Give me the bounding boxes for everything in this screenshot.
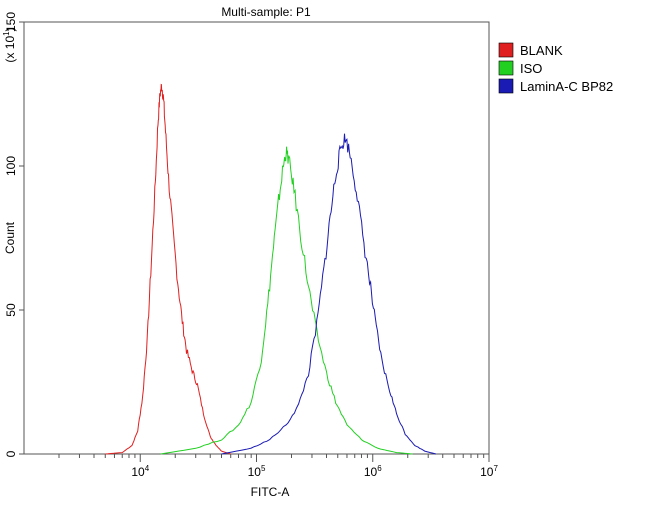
plot-frame	[23, 21, 490, 455]
y-tick-label: 100	[4, 156, 18, 176]
y-multiplier-suffix: )	[3, 27, 17, 31]
x-axis: 104 105 106 107	[58, 454, 498, 479]
x-axis-label: FITC-A	[251, 485, 290, 499]
y-axis: 0 50 100 150	[4, 12, 24, 457]
legend-label: BLANK	[520, 43, 563, 58]
legend-swatch	[498, 78, 514, 94]
y-tick-label: 150	[4, 12, 18, 32]
series-line-iso	[160, 146, 413, 455]
legend-label: LaminA-C BP82	[520, 79, 613, 94]
x-tick-label: 104	[131, 464, 149, 479]
y-multiplier-label: (x 101)	[2, 27, 17, 62]
x-tick-label: 107	[480, 464, 498, 479]
y-tick-label: 0	[4, 450, 18, 457]
legend-swatch	[498, 42, 514, 58]
series-line-blank	[105, 83, 231, 455]
legend-swatch	[498, 60, 514, 76]
y-axis-label: Count	[3, 221, 17, 254]
y-multiplier-prefix: (x 10	[3, 36, 17, 63]
y-tick-label: 50	[4, 303, 18, 317]
x-tick-label: 105	[248, 464, 266, 479]
series-layer	[105, 83, 437, 455]
x-tick-label: 106	[364, 464, 382, 479]
legend: BLANK ISO LaminA-C BP82	[498, 42, 613, 94]
legend-label: ISO	[520, 61, 542, 76]
series-line-lamina-c-bp82	[221, 133, 437, 455]
y-multiplier-exponent: 1	[2, 31, 11, 36]
chart-title: Multi-sample: P1	[221, 5, 311, 19]
